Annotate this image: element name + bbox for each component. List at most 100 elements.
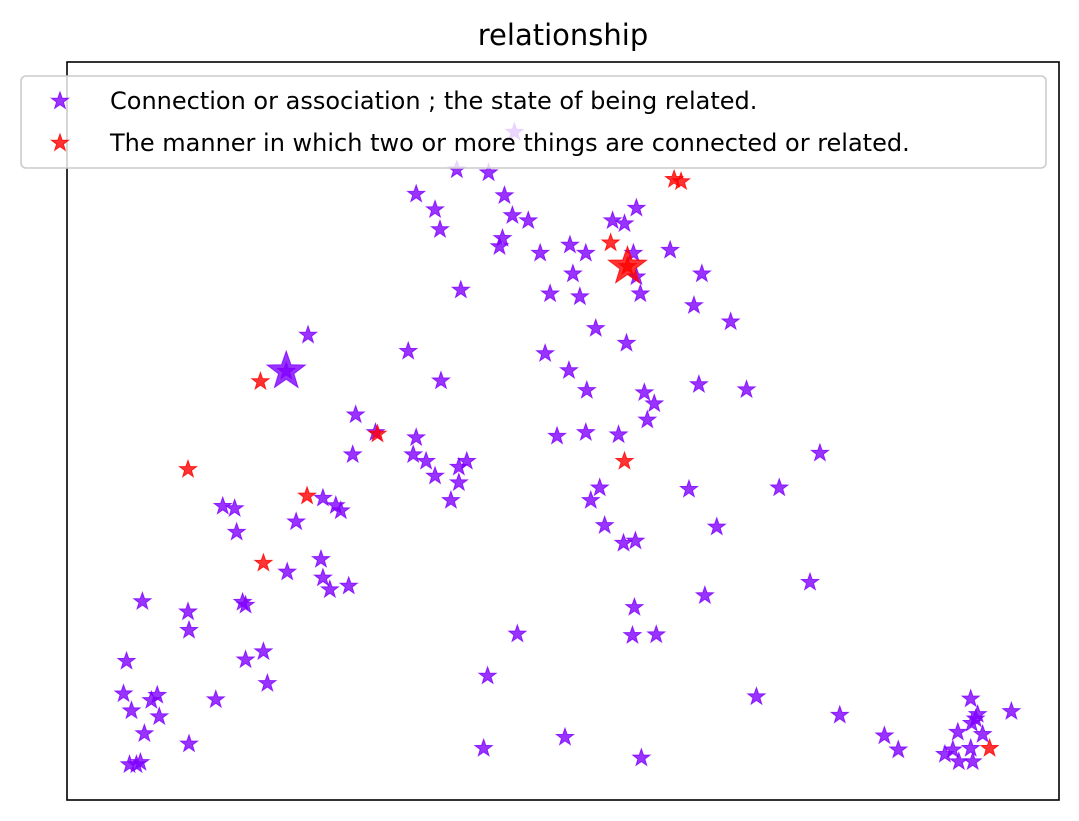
data-point <box>179 619 200 639</box>
data-point <box>602 210 623 230</box>
data-point <box>312 487 333 507</box>
data-point <box>660 239 681 259</box>
data-point <box>430 370 451 390</box>
data-point <box>580 489 601 509</box>
data-point <box>113 683 134 703</box>
data-point <box>622 624 643 644</box>
data-point <box>297 485 318 505</box>
data-point <box>585 317 606 337</box>
data-point <box>235 649 256 669</box>
data-point <box>450 279 471 299</box>
data-point <box>626 197 647 217</box>
highlight-data-point <box>607 244 648 284</box>
data-point <box>688 373 709 394</box>
data-point <box>1001 700 1022 720</box>
data-point <box>616 332 637 352</box>
data-point <box>547 425 568 445</box>
data-point <box>416 450 437 470</box>
data-point <box>746 686 767 706</box>
data-point <box>769 477 790 497</box>
data-point <box>558 359 579 380</box>
data-point <box>960 737 981 757</box>
data-point <box>205 689 226 709</box>
legend-marker-icon <box>49 90 71 110</box>
data-point <box>575 421 596 441</box>
data-point <box>535 342 556 363</box>
data-point <box>149 706 170 726</box>
data-point <box>132 590 153 610</box>
data-point <box>644 393 665 413</box>
data-point <box>429 219 450 239</box>
data-point <box>448 472 469 492</box>
data-point <box>478 162 499 182</box>
data-point <box>569 286 590 306</box>
data-point <box>494 185 515 205</box>
data-point <box>962 751 983 771</box>
data-point <box>330 500 351 520</box>
data-point <box>625 530 646 550</box>
data-point <box>492 227 513 247</box>
data-point <box>398 340 419 360</box>
data-point <box>634 382 655 402</box>
data-point <box>224 497 245 518</box>
data-point <box>477 665 498 685</box>
legend-marker-icon <box>49 132 71 152</box>
data-point <box>507 623 528 643</box>
data-point <box>874 725 895 745</box>
data-point <box>502 204 523 225</box>
data-point <box>624 596 645 616</box>
data-point <box>530 242 551 262</box>
data-point <box>942 739 963 759</box>
data-point <box>406 427 427 447</box>
data-point <box>345 404 366 424</box>
data-point <box>594 514 615 534</box>
data-point <box>232 591 253 611</box>
legend-star-icon <box>49 132 71 152</box>
data-point <box>809 442 830 462</box>
legend-star-icon <box>49 90 71 110</box>
data-point <box>250 371 271 391</box>
data-point <box>613 532 634 552</box>
data-point <box>425 199 446 219</box>
data-point <box>312 567 333 587</box>
data-point <box>134 723 155 743</box>
legend-entry: Connection or association ; the state of… <box>49 87 757 115</box>
data-point <box>576 379 597 399</box>
data-point <box>116 650 137 670</box>
chart-title: relationship <box>478 18 648 52</box>
highlight-data-point <box>265 349 307 389</box>
data-point <box>406 183 427 203</box>
data-point <box>979 737 1000 757</box>
data-point <box>800 571 821 591</box>
data-point <box>671 171 692 191</box>
data-point <box>448 456 469 476</box>
data-point <box>683 295 704 315</box>
data-point <box>338 575 359 595</box>
data-point <box>342 444 363 464</box>
data-point <box>947 721 968 741</box>
data-point <box>212 495 233 515</box>
data-point <box>540 283 561 303</box>
data-point <box>179 733 200 753</box>
legend-entry: The manner in which two or more things a… <box>49 129 910 157</box>
data-point <box>141 689 162 709</box>
data-point <box>637 409 658 429</box>
data-point <box>277 561 298 581</box>
data-point <box>178 601 199 621</box>
data-point <box>888 739 909 759</box>
legend-label: Connection or association ; the state of… <box>110 87 757 115</box>
data-point <box>226 521 247 541</box>
data-point <box>589 477 610 497</box>
data-point <box>178 458 199 478</box>
data-point <box>694 585 715 605</box>
data-point <box>967 703 988 723</box>
data-point <box>367 423 388 443</box>
data-point <box>691 263 712 283</box>
data-point <box>960 688 981 708</box>
legend-label: The manner in which two or more things a… <box>109 129 910 157</box>
data-point <box>736 379 757 399</box>
series-0-points <box>113 121 1022 774</box>
data-point <box>286 511 307 531</box>
